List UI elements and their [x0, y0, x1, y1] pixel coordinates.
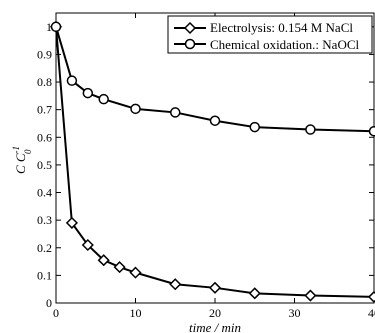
y-tick-label: 0.3 [37, 213, 52, 227]
y-tick-label: 0.4 [37, 186, 52, 200]
y-tick-label: 0.1 [37, 268, 52, 282]
x-tick-label: 40 [368, 306, 375, 320]
data-point-diamond [304, 289, 317, 302]
svg-text:C C-10: C C-1 0 [11, 146, 33, 174]
legend-marker-diamond [183, 21, 197, 35]
legend-marker-circle [184, 38, 196, 50]
data-point-diamond [248, 287, 261, 300]
data-point-circle [130, 103, 141, 115]
data-point-diamond [113, 261, 126, 274]
data-point-circle [50, 21, 62, 33]
x-tick-label: 20 [209, 306, 221, 320]
x-tick-label: 10 [130, 306, 142, 320]
data-point-diamond [208, 281, 222, 294]
y-axis-label-sup: -1 [11, 146, 21, 154]
data-point-diamond [97, 254, 110, 267]
data-point-circle [66, 75, 78, 86]
y-tick-label: 0.2 [37, 241, 52, 255]
data-point-circle [249, 121, 260, 133]
legend-label-chemical: Chemical oxidation.: NaOCl [210, 37, 360, 52]
legend: Electrolysis: 0.154 M NaCl Chemical oxid… [167, 15, 373, 54]
data-point-diamond [367, 290, 375, 303]
y-axis-label: C C-1 0 [11, 146, 33, 174]
x-tick-label: 0 [53, 306, 59, 320]
legend-box [167, 15, 373, 54]
y-axis-label-main: C C [13, 153, 28, 174]
y-tick-label: 0.9 [37, 47, 52, 61]
data-point-diamond [81, 238, 94, 252]
axis-ticks: 0 10 20 30 40 0 0.1 0.2 0.3 0.4 0.5 0.6 0.7 0.8 0.9 1 [37, 13, 375, 320]
y-tick-label: 0.5 [37, 158, 52, 172]
data-point-circle [82, 87, 94, 99]
data-point-circle [170, 107, 181, 118]
x-axis-label: time / min [189, 320, 241, 333]
data-point-circle [98, 93, 109, 105]
x-tick-label: 30 [289, 306, 301, 320]
y-tick-label: 0.6 [37, 130, 52, 144]
data-point-diamond [65, 216, 78, 229]
data-point-circle [368, 125, 375, 137]
y-tick-label: 0.8 [37, 75, 52, 89]
y-axis-label-sub: 0 [23, 149, 33, 154]
legend-label-electrolysis: Electrolysis: 0.154 M NaCl [210, 20, 353, 35]
series-line-1 [55, 26, 375, 133]
y-tick-label: 0.7 [37, 103, 52, 117]
y-tick-label: 0 [46, 296, 52, 310]
data-point-circle [209, 115, 221, 126]
data-point-diamond [169, 278, 182, 291]
data-point-circle [305, 124, 316, 135]
data-point-diamond [129, 266, 142, 279]
series-group [49, 20, 375, 303]
y-tick-label: 1 [46, 20, 52, 34]
